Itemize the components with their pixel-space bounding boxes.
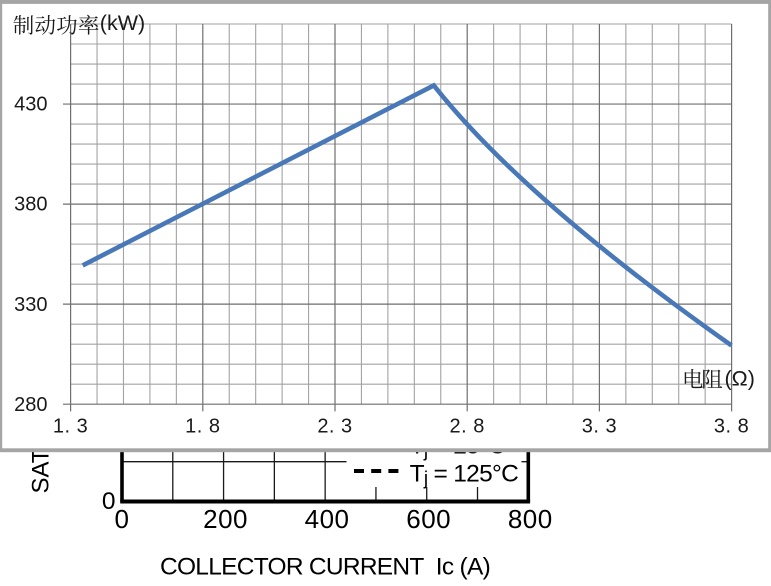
svg-text:380: 380 [14, 194, 47, 216]
svg-text:(Ω): (Ω) [725, 367, 755, 391]
svg-text:2. 8: 2. 8 [450, 416, 485, 438]
svg-text:COLLECTOR CURRENT Ic (A): COLLECTOR CURRENT Ic (A) [160, 554, 490, 581]
svg-text:430: 430 [14, 94, 47, 116]
svg-text:3. 8: 3. 8 [714, 416, 749, 438]
svg-text:1. 8: 1. 8 [185, 416, 220, 438]
svg-text:200: 200 [203, 504, 248, 534]
svg-text:600: 600 [406, 504, 451, 534]
svg-text:2. 3: 2. 3 [317, 416, 352, 438]
svg-text:Tj = 125°C: Tj = 125°C [410, 461, 518, 490]
svg-text:800: 800 [508, 504, 553, 534]
svg-text:0: 0 [115, 504, 130, 534]
svg-text:0: 0 [102, 488, 116, 515]
svg-text:3. 3: 3. 3 [582, 416, 617, 438]
svg-text:280: 280 [14, 394, 47, 416]
svg-text:330: 330 [14, 294, 47, 316]
svg-text:(kW): (kW) [100, 11, 145, 35]
svg-text:400: 400 [305, 504, 350, 534]
svg-text:1. 3: 1. 3 [53, 416, 88, 438]
